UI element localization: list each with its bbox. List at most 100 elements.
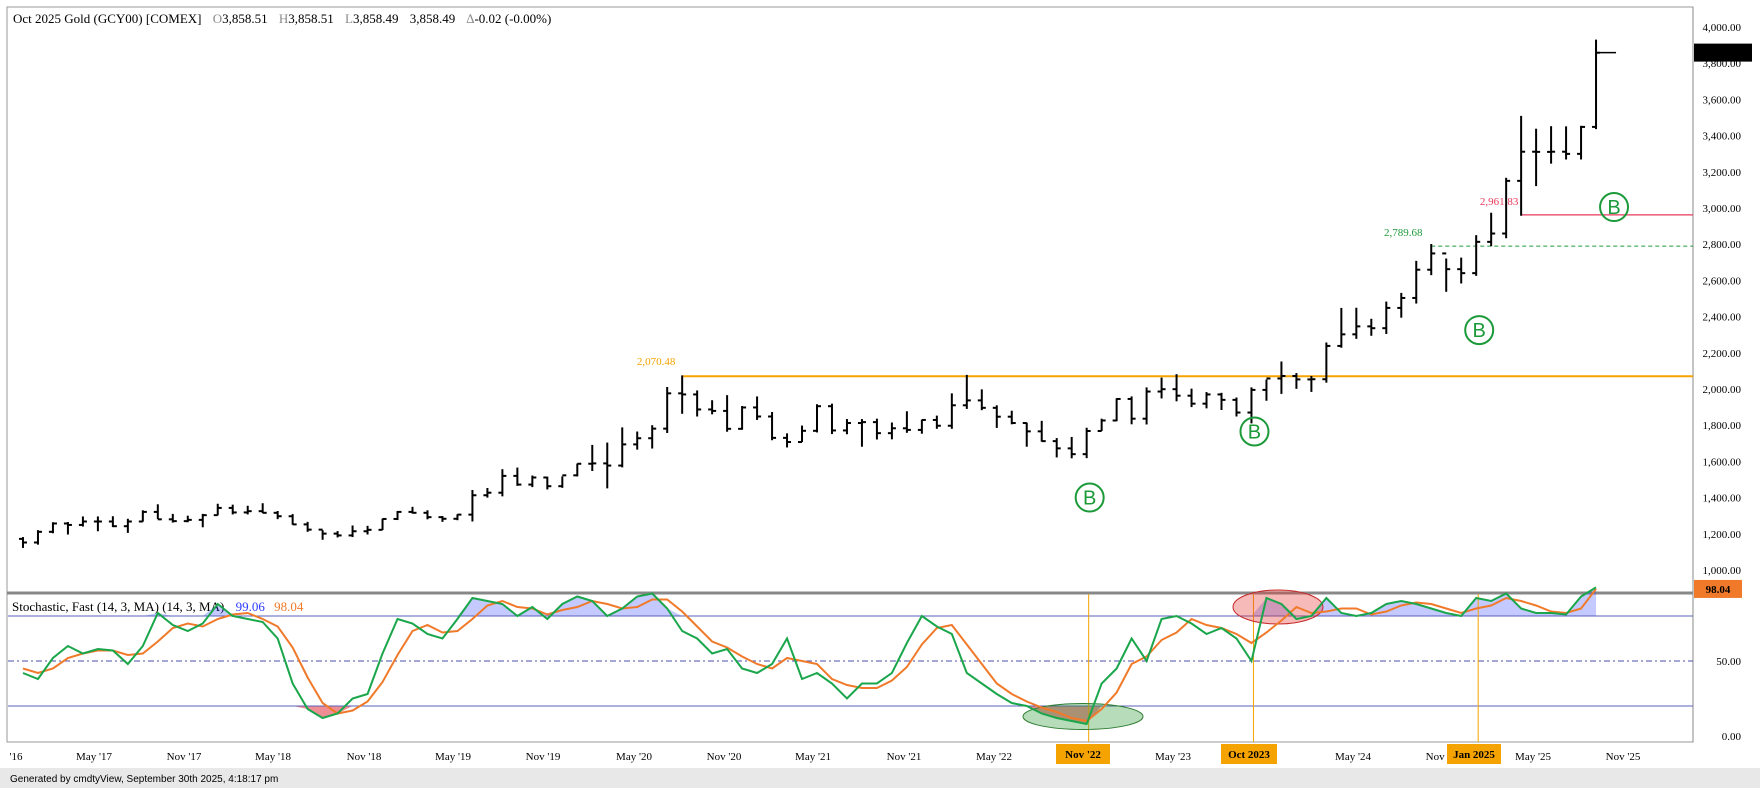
price-y-tick-label: 1,800.00 [1703, 420, 1742, 432]
ohlc-bar [1127, 396, 1136, 425]
ohlc-bar [917, 418, 926, 434]
ohlc-bar [498, 469, 507, 497]
stoch-layer [8, 586, 1693, 742]
ohlc-bar [333, 531, 342, 538]
overbought-fill [22, 587, 1597, 616]
x-tick-label: May '23 [1155, 751, 1191, 763]
ohlc-bar [1007, 410, 1016, 425]
ohlc-bar [1427, 244, 1436, 276]
ohlc-bar [1517, 115, 1526, 216]
ohlc-bar [213, 503, 222, 517]
ohlc-bar [962, 374, 971, 409]
ohlc-bar [1232, 397, 1241, 417]
chart-header: Oct 2025 Gold (GCY00) [COMEX] O3,858.51 … [13, 11, 551, 26]
ohlc-bar [243, 505, 252, 515]
low-value: 3,858.49 [353, 11, 399, 26]
stoch-last-box [1694, 579, 1742, 598]
ohlc-bar [408, 506, 417, 514]
support-label: 2,789.68 [1384, 227, 1423, 239]
ohlc-bar [678, 375, 687, 414]
price-y-tick-label: 1,200.00 [1703, 529, 1742, 541]
ohlc-bar [258, 503, 267, 514]
buy-signal-circle [1239, 416, 1270, 447]
stoch-d-line [22, 588, 1597, 723]
price-y-tick-label: 3,200.00 [1703, 167, 1742, 179]
ohlc-bar [1112, 397, 1121, 422]
ohlc-bar [813, 404, 821, 433]
ohlc-bar [303, 521, 312, 532]
buy-signal-circle [1599, 192, 1630, 223]
ohlc-bar [723, 395, 732, 432]
last-price-label: 3,858.49 [1704, 48, 1743, 60]
ohlc-bar [708, 400, 717, 415]
ohlc-bar [872, 418, 881, 440]
axis-layer: 1,000.00 1,200.00 1,400.00 1,600.00 1,800.00… [10, 22, 1752, 764]
ohlc-bar [1217, 392, 1226, 410]
ohlc-bar [183, 515, 192, 523]
high-value: 3,858.51 [288, 11, 334, 26]
ohlc-bar [902, 411, 911, 433]
resistance-label: 2,070.48 [637, 356, 676, 368]
price-y-tick-label: 2,000.00 [1703, 384, 1742, 396]
price-y-tick-label: 3,600.00 [1703, 94, 1742, 106]
ohlc-bar [153, 504, 162, 521]
buy-signal-label: B [1083, 488, 1096, 510]
price-layer: 2,070.48 2,789.68 2,961.83 B B B B [18, 39, 1693, 548]
ohlc-bar [1187, 388, 1196, 408]
date-marker-box [1056, 744, 1110, 764]
ohlc-bar [1577, 125, 1586, 160]
ohlc-bar [1307, 375, 1316, 392]
ohlc-bar [1322, 342, 1331, 383]
close-value: 3,858.49 [410, 11, 456, 26]
ohlc-bar [1262, 377, 1271, 401]
ohlc-bar [483, 488, 492, 498]
ohlc-bar [168, 513, 177, 523]
ohlc-bar [588, 444, 597, 471]
x-tick-label: Nov '20 [707, 751, 742, 763]
ohlc-bar [378, 517, 387, 531]
stoch-y-tick-label: 50.00 [1716, 656, 1741, 668]
ohlc-bar [63, 522, 72, 535]
price-y-tick-label: 2,600.00 [1703, 275, 1742, 287]
ohlc-bar [827, 403, 836, 435]
buy-signal-circle [1074, 482, 1105, 513]
ohlc-bar [932, 415, 941, 429]
stoch-d-value: 98.04 [274, 599, 304, 614]
ohlc-bar [753, 396, 762, 420]
x-tick-label: Nov '21 [887, 751, 922, 763]
ohlc-bar [783, 433, 792, 448]
ohlc-bar [33, 530, 42, 545]
x-tick-label: May '24 [1335, 751, 1371, 763]
date-marker-label: Oct 2023 [1228, 749, 1270, 761]
ohlc-bar [887, 422, 896, 440]
ohlc-bar [558, 474, 567, 488]
buy-signal-label: B [1607, 197, 1620, 219]
ohlc-bar [992, 405, 1001, 428]
ohlc-bar [1442, 252, 1451, 292]
ohlc-bar [842, 419, 851, 435]
ohlc-bar [1487, 212, 1496, 247]
x-tick-label: May '20 [616, 751, 652, 763]
stoch-k-line [22, 586, 1597, 726]
ohlc-bar [1172, 374, 1181, 402]
ohlc-bar [1052, 438, 1061, 458]
ohlc-bar [1277, 361, 1286, 394]
oversold-fill [22, 706, 1597, 724]
ohlc-bar [363, 525, 372, 535]
red-level-label: 2,961.83 [1480, 196, 1519, 208]
ohlc-bar [1367, 318, 1376, 336]
price-y-tick-label: 2,800.00 [1703, 239, 1742, 251]
price-y-tick-label: 2,400.00 [1703, 312, 1742, 324]
x-tick-label: Nov '17 [167, 751, 202, 763]
ohlc-bar [1472, 235, 1481, 276]
ohlc-bar [543, 476, 552, 490]
stoch-k-value: 99.06 [236, 599, 266, 614]
buy-signal-circle [1464, 315, 1495, 346]
ohlc-bar [573, 462, 582, 477]
ohlc-bar [438, 516, 447, 522]
x-tick-label: Nov '18 [347, 751, 382, 763]
ohlc-bar [273, 510, 282, 520]
ohlc-bar [468, 489, 477, 522]
ohlc-bar [138, 510, 147, 523]
ohlc-bar [198, 513, 207, 528]
